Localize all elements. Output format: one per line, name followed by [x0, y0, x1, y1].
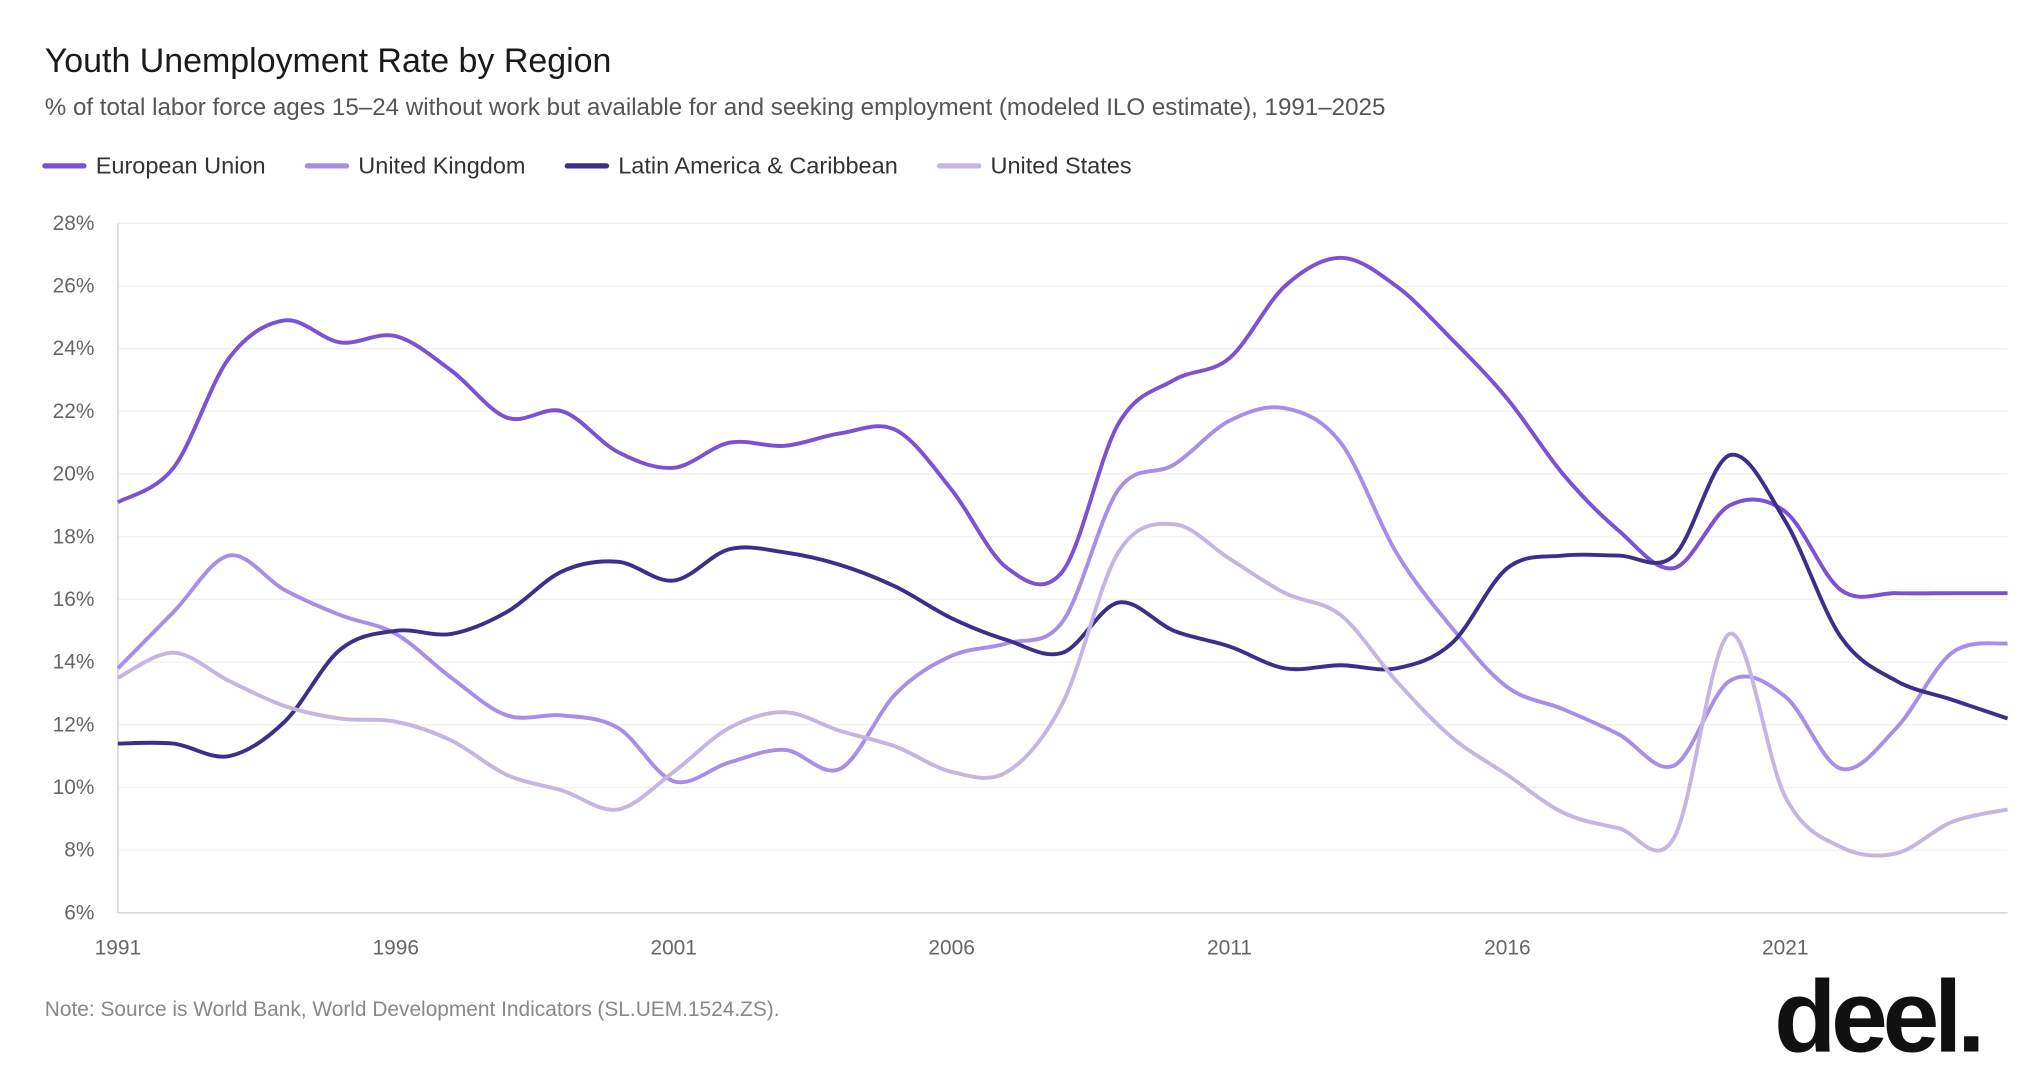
y-tick-label: 22% [53, 400, 95, 423]
legend-label: Latin America & Caribbean [618, 153, 898, 179]
chart-subtitle: % of total labor force ages 15–24 withou… [45, 94, 1386, 121]
y-tick-label: 16% [53, 588, 95, 611]
y-tick-label: 8% [64, 839, 94, 862]
x-tick-label: 2001 [650, 937, 696, 960]
x-tick-label: 1996 [373, 937, 419, 960]
y-tick-label: 20% [53, 463, 95, 486]
y-tick-label: 24% [53, 337, 95, 360]
x-tick-label: 2016 [1484, 937, 1530, 960]
y-tick-label: 18% [53, 525, 95, 548]
legend: European Union United Kingdom Latin Americ… [42, 153, 1132, 179]
x-tick-label: 2006 [928, 937, 974, 960]
y-tick-label: 10% [53, 776, 95, 799]
series-line-latin-america-caribbean [117, 452, 2009, 759]
axes: 6% 8% 10% 12% 14% 16% 18% 20% 22% 24% 26% 28% 1991 19… [53, 212, 2008, 960]
legend-label: United Kingdom [358, 153, 525, 179]
y-tick-label: 6% [64, 901, 94, 924]
series-line-united-kingdom [116, 405, 2008, 785]
x-tick-label: 2021 [1762, 937, 1808, 960]
series-line-united-states [117, 521, 2009, 858]
y-tick-label: 12% [53, 713, 95, 736]
series-line-european-union [116, 255, 2008, 599]
y-tick-label: 28% [53, 212, 95, 235]
chart-title: Youth Unemployment Rate by Region [45, 42, 612, 80]
x-tick-label: 1991 [95, 937, 141, 960]
x-tick-label: 2011 [1207, 937, 1252, 960]
legend-label: European Union [96, 153, 266, 179]
y-tick-label: 14% [53, 651, 95, 674]
source-note: Note: Source is World Bank, World Develo… [45, 998, 780, 1021]
deel-logo: deel. [1774, 959, 1980, 1073]
y-tick-label: 26% [53, 275, 95, 298]
gridlines [117, 222, 2008, 851]
legend-label: United States [990, 153, 1131, 179]
series-lines [116, 255, 2009, 858]
